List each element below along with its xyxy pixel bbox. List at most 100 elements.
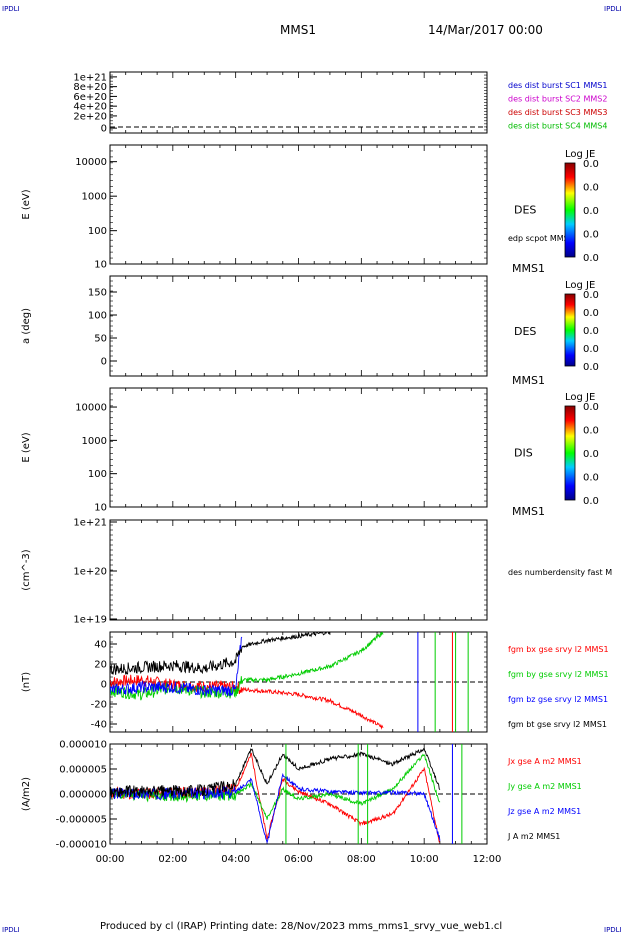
- footer-credit: Produced by cl (IRAP) Printing date: 28/…: [100, 921, 502, 932]
- panel-frame: [109, 519, 488, 621]
- colorbar-tick-label: 0.0: [583, 206, 599, 217]
- y-tick-label: 50: [94, 334, 107, 345]
- legend-entry: fgm bx gse srvy l2 MMS1: [508, 645, 609, 654]
- colorbar-tick-label: 0.0: [583, 344, 599, 355]
- y-tick-label: 4e+20: [73, 102, 107, 113]
- colorbar-tick-label: 0.0: [583, 496, 599, 507]
- y-axis-title: (cm^-3): [21, 549, 32, 590]
- y-tick-label: 1e+19: [73, 615, 107, 626]
- panel-frame: [109, 144, 488, 265]
- y-tick-label: 6e+20: [73, 92, 107, 103]
- y-tick-label: 40: [94, 640, 107, 651]
- colorbar-tick-label: 0.0: [583, 183, 599, 194]
- legend-entry: des numberdensity fast M: [508, 568, 612, 577]
- x-tick-label: 10:00: [410, 854, 439, 865]
- y-tick-label: 1000: [82, 192, 107, 203]
- corner-label-left: IPDLI: [2, 5, 20, 13]
- y-tick-label: 150: [88, 288, 107, 299]
- plot-title: MMS1: [280, 23, 316, 37]
- colorbar-tick-label: 0.0: [583, 308, 599, 319]
- footer-corner-left: IPDLI: [2, 926, 20, 934]
- series-line: [110, 674, 384, 730]
- x-tick-label: 06:00: [284, 854, 313, 865]
- legend-entry: fgm bt gse srvy l2 MMS1: [508, 720, 607, 729]
- y-tick-label: 0.000010: [59, 740, 107, 751]
- x-axis: 00:00 02:00 04:00 06:00 08:00 10:00 12:00: [96, 854, 502, 865]
- colorbar-tick-label: 0.0: [583, 230, 599, 241]
- legend-entry: Jx gse A m2 MMS1: [507, 757, 582, 766]
- y-axis-title: E (eV): [21, 432, 32, 462]
- legend-entry: fgm by gse srvy l2 MMS1: [508, 670, 609, 679]
- colorbar-tick-label: 0.0: [583, 253, 599, 264]
- y-tick-label: 10: [94, 503, 107, 514]
- instrument-label: DES: [514, 325, 536, 338]
- colorbar-title: Log JE: [565, 280, 595, 291]
- colorbar-title: Log JE: [565, 392, 595, 403]
- y-tick-label: -0.000005: [56, 815, 107, 826]
- legend-entry: des dist burst SC2 MMS2: [508, 95, 607, 104]
- y-axis-title: E (eV): [21, 189, 32, 219]
- y-tick-label: 20: [94, 660, 107, 671]
- y-tick-label: 2e+20: [73, 111, 107, 122]
- colorbar-tick-label: 0.0: [583, 449, 599, 460]
- legend-entry: des dist burst SC1 MMS1: [508, 81, 607, 90]
- spacecraft-label: MMS1: [512, 262, 545, 275]
- legend-entry: des dist burst SC3 MMS3: [508, 108, 607, 117]
- y-tick-label: 10000: [75, 157, 107, 168]
- colorbar-tick-label: 0.0: [583, 159, 599, 170]
- series-group: [110, 632, 469, 732]
- y-tick-label: 10000: [75, 403, 107, 414]
- y-tick-label: 1000: [82, 436, 107, 447]
- instrument-label: DIS: [514, 447, 533, 460]
- legend-entry: Jz gse A m2 MMS1: [507, 807, 581, 816]
- y-tick-label: 0.000000: [59, 790, 107, 801]
- data-marks: [110, 126, 487, 844]
- colorbar-tick-label: 0.0: [583, 362, 599, 373]
- colorbar-tick-label: 0.0: [583, 402, 599, 413]
- y-tick-label: 10: [94, 260, 107, 271]
- x-tick-label: 02:00: [158, 854, 187, 865]
- colorbar-tick-label: 0.0: [583, 290, 599, 301]
- y-tick-label: 1e+21: [73, 72, 107, 83]
- y-tick-label: 8e+20: [73, 82, 107, 93]
- legend-entry: des dist burst SC4 MMS4: [508, 122, 607, 131]
- panel-frames: [109, 71, 488, 845]
- instrument-label: DES: [514, 204, 536, 217]
- panel-frame: [109, 387, 488, 508]
- corner-label-right: IPDLI: [604, 5, 622, 13]
- y-tick-label: 0: [101, 357, 107, 368]
- x-tick-label: 00:00: [96, 854, 125, 865]
- series-line: [110, 632, 384, 701]
- y-tick-label: 0: [101, 124, 107, 135]
- colorbar: [564, 293, 576, 367]
- y-tick-label: -20: [91, 700, 107, 711]
- spacecraft-label: MMS1: [512, 505, 545, 518]
- x-tick-label: 08:00: [347, 854, 376, 865]
- legend-entry: J A m2 MMS1: [507, 832, 560, 841]
- y-tick-label: -40: [91, 720, 107, 731]
- colorbar-tick-label: 0.0: [583, 473, 599, 484]
- y-axis-title: (nT): [21, 672, 32, 692]
- series-line: [110, 772, 441, 844]
- plot-date: 14/Mar/2017 00:00: [428, 23, 543, 37]
- legend-entry: Jy gse A m2 MMS1: [507, 782, 582, 791]
- note-label: edp scpot MMS1: [508, 234, 574, 243]
- spacecraft-label: MMS1: [512, 374, 545, 387]
- y-axis-labels: 1e+218e+206e+204e+202e+20010000100010010…: [21, 72, 107, 850]
- series-group: [110, 744, 463, 844]
- series-line: [110, 747, 441, 799]
- panel-frame: [109, 275, 488, 377]
- y-tick-label: 1e+21: [73, 518, 107, 529]
- x-tick-label: 04:00: [221, 854, 250, 865]
- legend-entry: fgm bz gse srvy l2 MMS1: [508, 695, 608, 704]
- y-tick-label: -0.000010: [56, 840, 107, 851]
- colorbar-title: Log JE: [565, 149, 595, 160]
- y-axis-title: a (deg): [21, 308, 32, 344]
- footer-corner-right: IPDLI: [604, 926, 622, 934]
- series-line: [110, 636, 243, 697]
- series-line: [110, 632, 331, 675]
- colorbar-tick-label: 0.0: [583, 326, 599, 337]
- colorbar: [564, 162, 576, 258]
- x-tick-label: 12:00: [473, 854, 502, 865]
